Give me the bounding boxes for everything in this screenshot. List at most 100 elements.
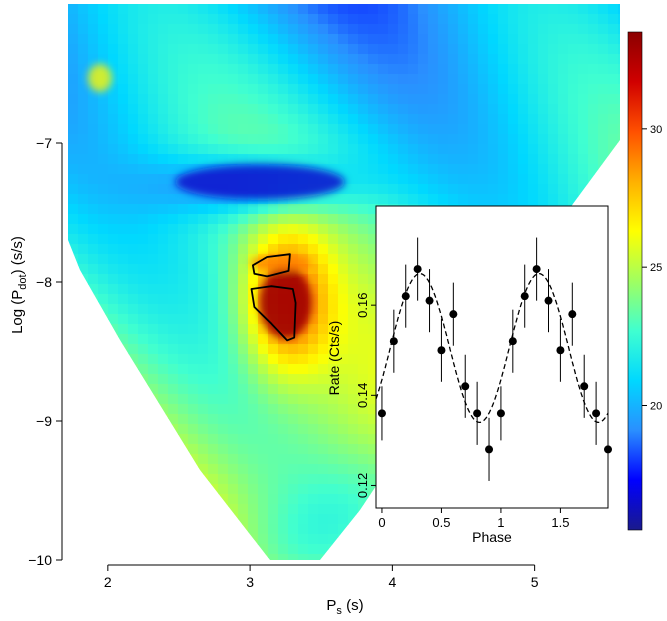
heatmap-cell xyxy=(148,454,159,465)
heatmap-cell xyxy=(328,324,339,335)
heatmap-cell xyxy=(208,464,219,475)
heatmap-cell xyxy=(228,204,239,215)
heatmap-cell xyxy=(218,224,229,235)
heatmap-cell xyxy=(238,24,249,35)
heatmap-cell xyxy=(388,534,399,545)
heatmap-cell xyxy=(528,514,539,525)
heatmap-cell xyxy=(318,294,329,305)
heatmap-cell xyxy=(438,124,449,135)
heatmap-cell xyxy=(528,44,539,55)
heatmap-cell xyxy=(368,154,379,165)
heatmap-cell xyxy=(88,34,99,45)
heatmap-cell xyxy=(348,54,359,65)
data-point xyxy=(544,296,553,305)
heatmap-cell xyxy=(338,284,349,295)
heatmap-cell xyxy=(518,194,529,205)
heatmap-cell xyxy=(178,34,189,45)
heatmap-cell xyxy=(168,394,179,405)
heatmap-cell xyxy=(68,44,79,55)
heatmap-cell xyxy=(338,94,349,105)
heatmap-cell xyxy=(158,104,169,115)
heatmap-cell xyxy=(98,534,109,545)
heatmap-cell xyxy=(558,94,569,105)
heatmap-cell xyxy=(218,74,229,85)
heatmap-cell xyxy=(478,544,489,555)
heatmap-cell xyxy=(128,414,139,425)
heatmap-cell xyxy=(258,524,269,535)
heatmap-cell xyxy=(258,14,269,25)
significance-contours xyxy=(250,253,297,342)
heatmap-cell xyxy=(378,34,389,45)
heatmap-cell xyxy=(588,194,599,205)
heatmap-cell xyxy=(88,24,99,35)
heatmap-cell xyxy=(128,134,139,145)
heatmap-cell xyxy=(318,394,329,405)
heatmap-cell xyxy=(228,344,239,355)
heatmap-cell xyxy=(548,44,559,55)
heatmap-cell xyxy=(108,254,119,265)
heatmap-cell xyxy=(558,114,569,125)
heatmap-cell xyxy=(398,144,409,155)
heatmap-cell xyxy=(138,304,149,315)
heatmap-cell xyxy=(148,324,159,335)
heatmap-cell xyxy=(368,114,379,125)
heatmap-cell xyxy=(608,84,619,95)
heatmap-cell xyxy=(208,234,219,245)
heatmap-cell xyxy=(118,34,129,45)
heatmap-cell xyxy=(148,364,159,375)
heatmap-cell xyxy=(198,134,209,145)
heatmap-cell xyxy=(218,64,229,75)
hot-spot-region xyxy=(88,64,112,92)
heatmap-cell xyxy=(248,494,259,505)
heatmap-cell xyxy=(328,394,339,405)
heatmap-cell xyxy=(268,224,279,235)
heatmap-cell xyxy=(88,144,99,155)
heatmap-cell xyxy=(278,394,289,405)
heatmap-cell xyxy=(268,334,279,345)
heatmap-cell xyxy=(88,424,99,435)
heatmap-cell xyxy=(288,84,299,95)
heatmap-cell xyxy=(568,44,579,55)
heatmap-cell xyxy=(568,74,579,85)
heatmap-cell xyxy=(168,84,179,95)
heatmap-cell xyxy=(248,474,259,485)
heatmap-cell xyxy=(188,334,199,345)
heatmap-cell xyxy=(258,404,269,415)
heatmap-cell xyxy=(108,544,119,555)
heatmap-cell xyxy=(188,4,199,15)
heatmap-cell xyxy=(468,514,479,525)
heatmap-cell xyxy=(608,254,619,265)
heatmap-cell xyxy=(568,164,579,175)
heatmap-cell xyxy=(468,54,479,65)
heatmap-cell xyxy=(168,384,179,395)
heatmap-cell xyxy=(88,294,99,305)
heatmap-cell xyxy=(238,294,249,305)
heatmap-cell xyxy=(98,474,109,485)
heatmap-cell xyxy=(568,94,579,105)
heatmap-cell xyxy=(418,104,429,115)
heatmap-cell xyxy=(78,544,89,555)
inset-plot: 0 0.5 1 1.50.120.140.16 xyxy=(355,237,612,530)
heatmap-cell xyxy=(68,314,79,325)
heatmap-cell xyxy=(168,364,179,375)
heatmap-cell xyxy=(308,544,319,555)
heatmap-cell xyxy=(258,514,269,525)
heatmap-cell xyxy=(298,474,309,485)
heatmap-cell xyxy=(118,4,129,15)
heatmap-cell xyxy=(298,334,309,345)
heatmap-cell xyxy=(318,374,329,385)
heatmap-cell xyxy=(198,194,209,205)
heatmap-cell xyxy=(508,34,519,45)
heatmap-cell xyxy=(348,324,359,335)
heatmap-cell xyxy=(228,474,239,485)
heatmap-cell xyxy=(448,154,459,165)
heatmap-cell xyxy=(368,384,379,395)
heatmap-cell xyxy=(288,144,299,155)
heatmap-cell xyxy=(608,514,619,525)
heatmap-cell xyxy=(98,334,109,345)
inset-background xyxy=(375,205,609,509)
heatmap-cell xyxy=(148,314,159,325)
heatmap-cell xyxy=(548,134,559,145)
heatmap-cell xyxy=(158,284,169,295)
heatmap-cell xyxy=(348,484,359,495)
